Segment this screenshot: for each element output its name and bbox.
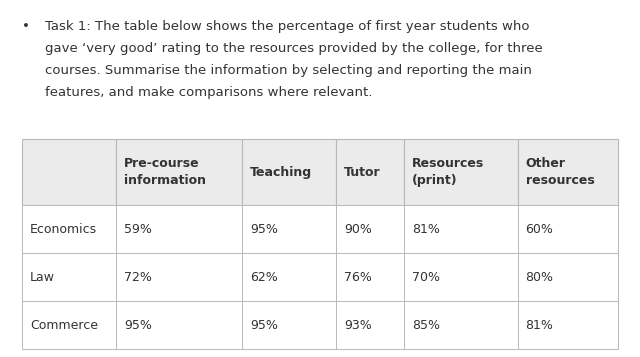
Bar	[518, 301, 618, 349]
Bar	[22, 301, 116, 349]
Text: 70%: 70%	[412, 271, 440, 283]
Text: Resources
(print): Resources (print)	[412, 157, 484, 187]
Text: 81%: 81%	[525, 318, 554, 332]
Text: 93%: 93%	[344, 318, 372, 332]
Bar	[22, 205, 116, 253]
Text: 95%: 95%	[250, 223, 278, 236]
Bar	[336, 301, 404, 349]
Bar	[243, 205, 336, 253]
Bar	[22, 253, 116, 301]
Bar	[243, 139, 336, 205]
Text: 90%: 90%	[344, 223, 372, 236]
Bar	[336, 205, 404, 253]
Bar	[518, 139, 618, 205]
Text: Task 1: The table below shows the percentage of first year students who: Task 1: The table below shows the percen…	[45, 20, 529, 33]
Text: •: •	[22, 20, 30, 33]
Text: 62%: 62%	[250, 271, 278, 283]
Text: 95%: 95%	[124, 318, 152, 332]
Text: features, and make comparisons where relevant.: features, and make comparisons where rel…	[45, 86, 372, 99]
Text: 76%: 76%	[344, 271, 372, 283]
Text: 60%: 60%	[525, 223, 554, 236]
Text: 59%: 59%	[124, 223, 152, 236]
Text: Economics: Economics	[30, 223, 97, 236]
Text: Commerce: Commerce	[30, 318, 98, 332]
Text: 72%: 72%	[124, 271, 152, 283]
Bar	[518, 205, 618, 253]
Text: 95%: 95%	[250, 318, 278, 332]
Bar	[518, 253, 618, 301]
Bar	[22, 139, 116, 205]
Bar	[404, 205, 518, 253]
Bar	[404, 253, 518, 301]
Text: 85%: 85%	[412, 318, 440, 332]
Bar	[336, 253, 404, 301]
Bar	[404, 301, 518, 349]
Bar	[116, 139, 243, 205]
Text: Tutor: Tutor	[344, 166, 381, 178]
Text: Pre-course
information: Pre-course information	[124, 157, 206, 187]
Text: Law: Law	[30, 271, 55, 283]
Text: courses. Summarise the information by selecting and reporting the main: courses. Summarise the information by se…	[45, 64, 532, 77]
Bar	[336, 139, 404, 205]
Text: 81%: 81%	[412, 223, 440, 236]
Bar	[404, 139, 518, 205]
Text: gave ‘very good’ rating to the resources provided by the college, for three: gave ‘very good’ rating to the resources…	[45, 42, 543, 55]
Bar	[116, 253, 243, 301]
Bar	[243, 253, 336, 301]
Text: Other
resources: Other resources	[525, 157, 595, 187]
Text: 80%: 80%	[525, 271, 554, 283]
Bar	[116, 301, 243, 349]
Bar	[243, 301, 336, 349]
Text: Teaching: Teaching	[250, 166, 312, 178]
Bar	[116, 205, 243, 253]
